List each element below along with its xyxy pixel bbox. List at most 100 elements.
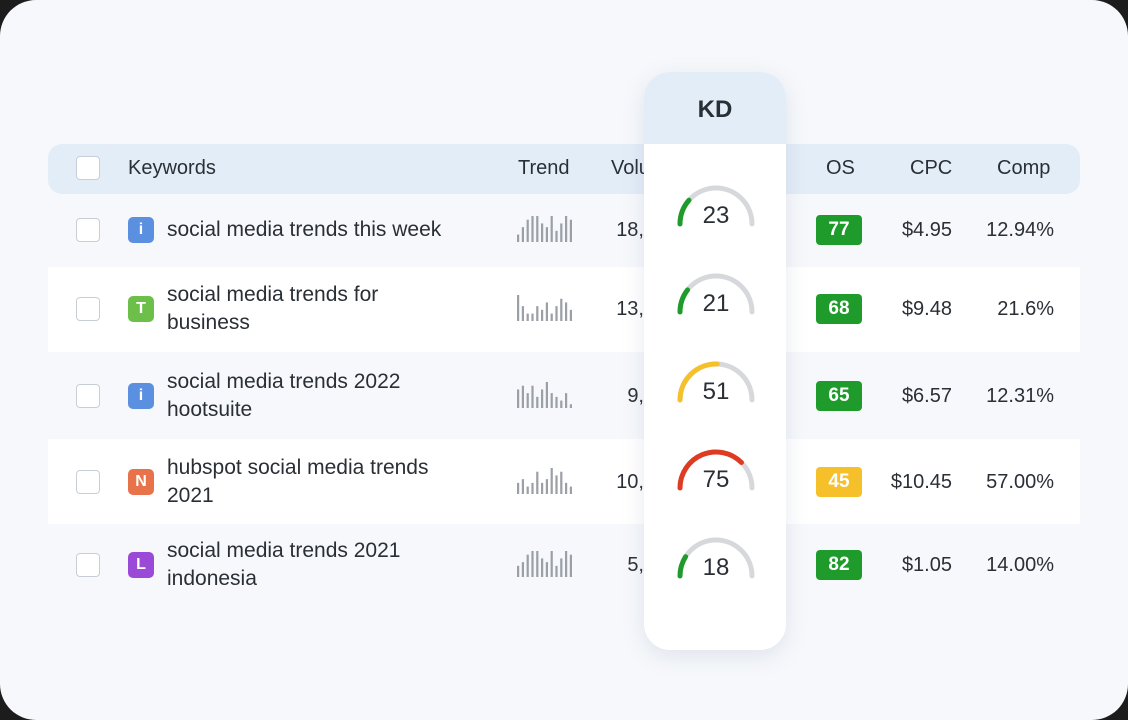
header-volume[interactable]: Volu — [611, 157, 650, 179]
row-checkbox[interactable] — [76, 297, 100, 321]
kd-value: 21 — [702, 290, 730, 317]
os-badge: 77 — [816, 215, 862, 245]
table-row[interactable] — [48, 267, 1080, 352]
trend-bar — [526, 313, 529, 321]
keyword-text-line: hootsuite — [167, 398, 253, 421]
keyword-text-line: business — [167, 311, 250, 334]
trend-bar — [569, 309, 572, 321]
os-badge: 82 — [816, 550, 862, 580]
intent-badge: T — [128, 296, 154, 322]
trend-bar — [569, 486, 572, 494]
trend-bar — [555, 306, 558, 321]
trend-bar — [555, 396, 558, 408]
trend-bar — [541, 389, 544, 408]
os-badge: 45 — [816, 467, 862, 497]
keyword-link[interactable]: social media trends for business — [167, 281, 497, 337]
cpc-value: $4.95 — [901, 219, 952, 241]
cpc-value: $6.57 — [901, 385, 952, 407]
comp-value: 21.6% — [997, 298, 1054, 320]
volume-value: 5, — [627, 554, 644, 576]
row-checkbox[interactable] — [76, 218, 100, 242]
keyword-text-line: social media trends 2021 — [167, 539, 401, 562]
trend-bar — [517, 389, 520, 408]
comp-value: 57.00% — [986, 471, 1054, 493]
trend-bar — [550, 468, 553, 494]
trend-bar — [536, 551, 539, 577]
header-comp[interactable]: Comp — [997, 157, 1051, 179]
trend-bar — [536, 396, 539, 408]
kd-header[interactable]: KD — [644, 72, 786, 144]
trend-bar — [517, 482, 520, 494]
kd-gauge-fill — [677, 554, 689, 579]
header-os[interactable]: OS — [826, 157, 855, 179]
keyword-link[interactable]: social media trends this week — [167, 216, 497, 244]
trend-bar — [517, 234, 520, 242]
keyword-text-line: social media trends 2022 — [167, 370, 401, 393]
kd-value: 23 — [702, 202, 730, 229]
cpc-value: $9.48 — [901, 298, 952, 320]
volume-value: 9, — [627, 385, 644, 407]
header-keywords[interactable]: Keywords — [128, 157, 216, 179]
trend-bar — [560, 471, 563, 494]
trend-bar — [526, 486, 529, 494]
header-cpc[interactable]: CPC — [910, 157, 953, 179]
trend-bar — [545, 479, 548, 494]
os-badge: 65 — [816, 381, 862, 411]
trend-bar — [531, 482, 534, 494]
table-row[interactable] — [48, 439, 1080, 524]
trend-bar — [565, 216, 568, 242]
row-checkbox[interactable] — [76, 384, 100, 408]
kd-value: 51 — [702, 378, 730, 405]
trend-bar — [550, 551, 553, 577]
intent-badge: i — [128, 217, 154, 243]
trend-bar — [531, 216, 534, 242]
trend-bar — [541, 223, 544, 242]
trend-bar — [555, 565, 558, 577]
trend-sparkline — [517, 382, 572, 408]
trend-bar — [536, 471, 539, 494]
keyword-text-line: indonesia — [167, 567, 257, 590]
kd-gauge-fill — [677, 287, 691, 315]
trend-bar — [526, 219, 529, 242]
kd-gauge — [677, 185, 755, 227]
trend-bar — [545, 302, 548, 321]
kd-gauge — [677, 273, 755, 315]
cpc-value: $10.45 — [890, 471, 952, 493]
volume-value: 13, — [616, 298, 644, 320]
trend-bar — [541, 558, 544, 577]
header-trend[interactable]: Trend — [518, 157, 570, 179]
comp-value: 14.00% — [986, 554, 1054, 576]
trend-bar — [545, 562, 548, 577]
trend-sparkline — [517, 468, 572, 494]
kd-gauge-fill — [677, 449, 744, 491]
kd-value: 75 — [702, 466, 730, 493]
keyword-link[interactable]: hubspot social media trends 2021 — [167, 454, 497, 510]
trend-bar — [560, 298, 563, 321]
keyword-link[interactable]: social media trends 2021 indonesia — [167, 537, 497, 593]
keyword-text-line: hubspot social media trends — [167, 456, 429, 479]
trend-bar — [565, 482, 568, 494]
trend-bar — [521, 562, 524, 577]
keyword-text-line: 2021 — [167, 484, 214, 507]
kd-gauge — [677, 537, 755, 579]
keyword-link[interactable]: social media trends 2022 hootsuite — [167, 368, 497, 424]
kd-gauge — [677, 449, 755, 491]
trend-bar — [560, 400, 563, 408]
trend-bar — [541, 309, 544, 321]
trend-bar — [521, 385, 524, 408]
kd-gauge-fill — [677, 197, 692, 227]
trend-bar — [565, 551, 568, 577]
trend-bar — [569, 404, 572, 408]
row-checkbox[interactable] — [76, 553, 100, 577]
keyword-text-line: social media trends this week — [167, 218, 442, 241]
row-checkbox[interactable] — [76, 470, 100, 494]
trend-bar — [550, 216, 553, 242]
trend-bar — [555, 475, 558, 494]
select-all-checkbox[interactable] — [76, 156, 100, 180]
trend-sparkline — [517, 295, 572, 321]
trend-bar — [560, 223, 563, 242]
comp-value: 12.94% — [986, 219, 1054, 241]
trend-bar — [526, 393, 529, 408]
kd-panel: KD 23 21 51 75 18 — [644, 72, 786, 650]
